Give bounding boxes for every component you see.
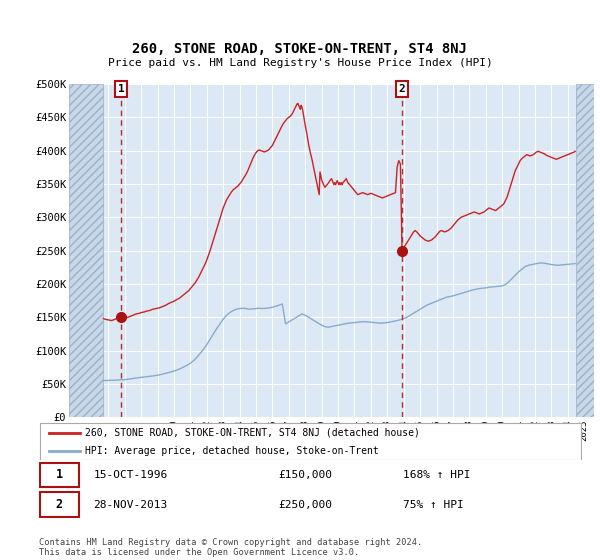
Text: Price paid vs. HM Land Registry's House Price Index (HPI): Price paid vs. HM Land Registry's House … [107,58,493,68]
Text: 2: 2 [398,84,406,94]
Text: 2: 2 [56,498,62,511]
Text: 1: 1 [118,84,125,94]
Bar [69,84,103,417]
Text: 168% ↑ HPI: 168% ↑ HPI [403,470,470,480]
Text: Contains HM Land Registry data © Crown copyright and database right 2024.
This d: Contains HM Land Registry data © Crown c… [39,538,422,557]
Text: 1: 1 [56,468,62,482]
Text: HPI: Average price, detached house, Stoke-on-Trent: HPI: Average price, detached house, Stok… [85,446,379,456]
FancyBboxPatch shape [40,463,79,487]
Bar [576,84,594,417]
Text: 260, STONE ROAD, STOKE-ON-TRENT, ST4 8NJ: 260, STONE ROAD, STOKE-ON-TRENT, ST4 8NJ [133,42,467,56]
Text: 260, STONE ROAD, STOKE-ON-TRENT, ST4 8NJ (detached house): 260, STONE ROAD, STOKE-ON-TRENT, ST4 8NJ… [85,428,420,438]
Text: £250,000: £250,000 [278,500,332,510]
FancyBboxPatch shape [40,492,79,517]
Text: 15-OCT-1996: 15-OCT-1996 [94,470,167,480]
Text: 28-NOV-2013: 28-NOV-2013 [94,500,167,510]
Text: £150,000: £150,000 [278,470,332,480]
Text: 75% ↑ HPI: 75% ↑ HPI [403,500,464,510]
FancyBboxPatch shape [40,423,581,460]
